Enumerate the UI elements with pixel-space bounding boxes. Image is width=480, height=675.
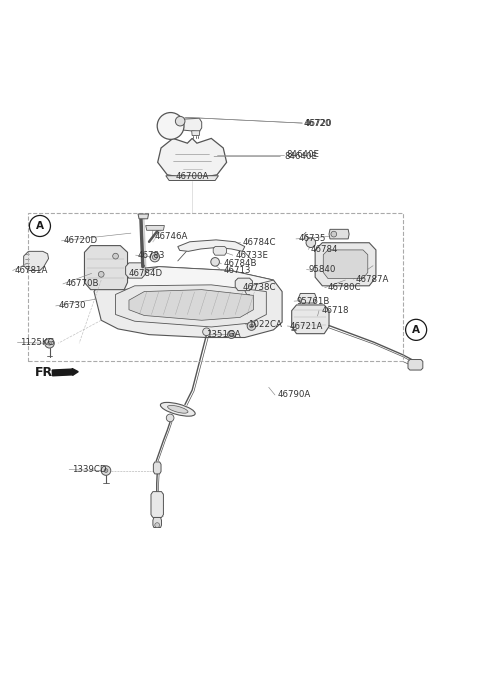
Polygon shape (154, 462, 161, 474)
Polygon shape (129, 290, 253, 320)
Text: 46784: 46784 (311, 245, 338, 254)
Text: 46700A: 46700A (176, 171, 209, 181)
Circle shape (98, 271, 104, 277)
Text: 1351GA: 1351GA (206, 329, 241, 339)
Polygon shape (24, 251, 48, 271)
Text: 84640E: 84640E (286, 150, 319, 159)
Bar (28, 213, 403, 361)
Polygon shape (235, 278, 252, 291)
Circle shape (250, 324, 253, 328)
Text: 46720D: 46720D (64, 236, 98, 245)
Circle shape (150, 252, 159, 262)
Circle shape (331, 232, 336, 237)
Polygon shape (166, 176, 218, 180)
Polygon shape (292, 305, 329, 333)
Circle shape (101, 466, 111, 475)
Polygon shape (178, 240, 245, 251)
Text: 46781A: 46781A (15, 266, 48, 275)
Circle shape (48, 342, 51, 345)
Circle shape (157, 113, 184, 139)
Text: FR.: FR. (35, 367, 58, 379)
Polygon shape (153, 518, 161, 527)
Circle shape (104, 468, 108, 472)
Circle shape (153, 254, 157, 259)
Text: 46733E: 46733E (235, 250, 268, 260)
Text: 1022CA: 1022CA (248, 319, 282, 329)
Circle shape (247, 322, 256, 330)
Polygon shape (323, 250, 368, 279)
Text: 46784D: 46784D (129, 269, 163, 278)
Text: 46713: 46713 (224, 266, 251, 275)
Circle shape (230, 333, 233, 336)
Text: 46783: 46783 (138, 250, 166, 260)
Circle shape (175, 116, 185, 126)
Polygon shape (315, 243, 376, 286)
Ellipse shape (168, 406, 188, 413)
Polygon shape (408, 360, 423, 370)
Text: 46784C: 46784C (243, 238, 276, 247)
Polygon shape (151, 491, 163, 518)
Text: 46735: 46735 (299, 234, 326, 244)
Polygon shape (192, 131, 200, 136)
Circle shape (203, 328, 210, 335)
Text: 46721A: 46721A (290, 321, 323, 331)
Polygon shape (329, 230, 349, 239)
FancyArrow shape (52, 369, 78, 376)
Polygon shape (94, 267, 282, 338)
Circle shape (228, 331, 235, 338)
Circle shape (45, 338, 54, 348)
Text: 84640E: 84640E (285, 152, 317, 161)
Text: 46720: 46720 (304, 119, 331, 128)
Circle shape (211, 258, 219, 266)
Circle shape (113, 253, 119, 259)
Text: 46784B: 46784B (224, 259, 257, 268)
Circle shape (306, 238, 316, 248)
Text: 46746A: 46746A (155, 232, 188, 242)
Polygon shape (116, 285, 266, 327)
Text: 1339CD: 1339CD (72, 465, 106, 474)
Polygon shape (123, 267, 274, 290)
Text: 46790A: 46790A (277, 390, 311, 400)
Text: A: A (412, 325, 420, 335)
Circle shape (155, 522, 159, 527)
Text: 46787A: 46787A (356, 275, 389, 284)
Text: 46730: 46730 (58, 302, 85, 311)
Text: A: A (36, 221, 44, 231)
Ellipse shape (160, 402, 195, 416)
Text: 46770B: 46770B (65, 279, 99, 288)
Polygon shape (84, 246, 128, 290)
Text: 95761B: 95761B (297, 296, 330, 306)
Polygon shape (213, 246, 227, 255)
Polygon shape (138, 214, 149, 219)
Text: 95840: 95840 (309, 265, 336, 274)
Text: 46738C: 46738C (243, 284, 276, 292)
Text: 46720: 46720 (305, 119, 332, 128)
Polygon shape (157, 138, 227, 177)
Text: 46718: 46718 (322, 306, 349, 315)
Text: 1125KG: 1125KG (20, 338, 54, 347)
Circle shape (166, 414, 174, 422)
Polygon shape (180, 118, 202, 132)
Polygon shape (126, 263, 145, 278)
Polygon shape (146, 225, 164, 230)
Polygon shape (299, 294, 317, 303)
Text: 46780C: 46780C (327, 284, 360, 292)
